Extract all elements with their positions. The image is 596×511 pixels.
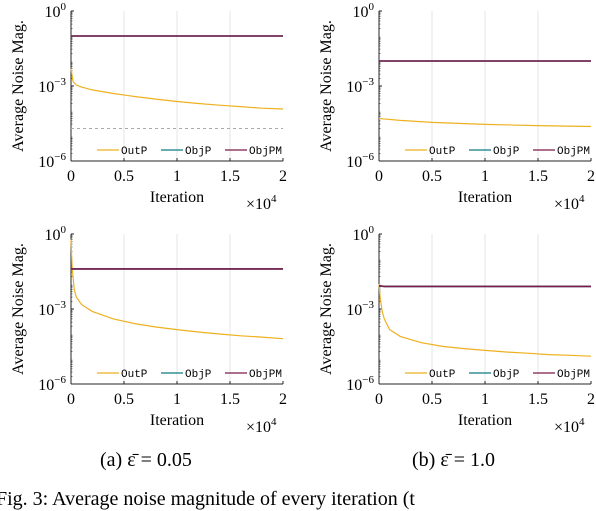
legend-label-outp: OutP bbox=[429, 146, 456, 158]
legend-label-objp: ObjP bbox=[493, 146, 520, 158]
series-line-outp bbox=[70, 68, 284, 110]
y-tick-label: 10−6 bbox=[38, 151, 66, 171]
x-axis-label: Iteration bbox=[458, 412, 512, 429]
legend-label-outp: OutP bbox=[121, 369, 148, 381]
chart-panel-bottom-right: 0 0.5 1 1.5 2 10−6 10−3 100 Iteration Average Noi… bbox=[318, 224, 595, 436]
subfigure-caption-a: (a) ε̄ = 0.05 bbox=[100, 449, 192, 471]
x-multiplier-label: ×104 bbox=[554, 416, 585, 436]
subfigure-caption-b: (b) ε̄ = 1.0 bbox=[412, 449, 495, 471]
legend-label-objp: ObjP bbox=[493, 369, 520, 381]
legend-label-objpm: ObjPM bbox=[557, 369, 590, 381]
legend-label-objp: ObjP bbox=[185, 146, 212, 158]
x-multiplier-label: ×104 bbox=[246, 193, 277, 213]
x-multiplier-label: ×104 bbox=[246, 416, 277, 436]
chart-panel-top-left: 0 0.5 1 1.5 2 10−6 10−3 100 Iteration Average Noi… bbox=[10, 1, 287, 213]
x-axis-label: Iteration bbox=[458, 189, 512, 206]
legend-label-objpm: ObjPM bbox=[249, 369, 282, 381]
x-tick-label: 1 bbox=[481, 391, 489, 408]
legend-label-objpm: ObjPM bbox=[249, 146, 282, 158]
y-tick-label: 100 bbox=[353, 224, 375, 244]
legend-label-outp: OutP bbox=[121, 146, 148, 158]
x-axis-label: Iteration bbox=[150, 189, 204, 206]
x-tick-label: 0.5 bbox=[114, 168, 134, 185]
series-line-objpm bbox=[378, 285, 591, 288]
legend-label-outp: OutP bbox=[429, 369, 456, 381]
y-tick-label: 10−3 bbox=[346, 76, 374, 96]
y-axis-label: Average Noise Mag. bbox=[318, 20, 335, 152]
x-tick-label: 0 bbox=[375, 391, 383, 408]
series-line-outp bbox=[378, 283, 592, 357]
chart-panel-bottom-left: 0 0.5 1 1.5 2 10−6 10−3 100 Iteration Average Noi… bbox=[10, 224, 287, 436]
y-tick-label: 10−6 bbox=[38, 374, 66, 394]
x-axis-label: Iteration bbox=[150, 412, 204, 429]
y-axis-label: Average Noise Mag. bbox=[10, 243, 27, 375]
y-tick-label: 100 bbox=[45, 224, 67, 244]
y-tick-label: 10−6 bbox=[346, 374, 374, 394]
x-tick-label: 1.5 bbox=[528, 168, 548, 185]
x-tick-label: 1.5 bbox=[528, 391, 548, 408]
x-multiplier-label: ×104 bbox=[554, 193, 585, 213]
legend-label-objp: ObjP bbox=[185, 369, 212, 381]
x-tick-label: 2 bbox=[279, 168, 287, 185]
x-tick-label: 1.5 bbox=[220, 391, 240, 408]
x-tick-label: 1 bbox=[481, 168, 489, 185]
series-line-outp bbox=[70, 239, 284, 340]
y-tick-label: 10−3 bbox=[38, 299, 66, 319]
x-tick-label: 2 bbox=[587, 391, 595, 408]
y-tick-label: 100 bbox=[353, 1, 375, 21]
y-tick-label: 10−6 bbox=[346, 151, 374, 171]
x-tick-label: 1 bbox=[173, 391, 181, 408]
x-tick-label: 2 bbox=[279, 391, 287, 408]
x-tick-label: 2 bbox=[587, 168, 595, 185]
legend-label-objpm: ObjPM bbox=[557, 146, 590, 158]
x-tick-label: 0 bbox=[67, 168, 75, 185]
x-tick-label: 1.5 bbox=[220, 168, 240, 185]
y-tick-label: 100 bbox=[45, 1, 67, 21]
y-tick-label: 10−3 bbox=[38, 76, 66, 96]
y-tick-label: 10−3 bbox=[346, 299, 374, 319]
y-axis-label: Average Noise Mag. bbox=[10, 20, 27, 152]
figure-caption: Fig. 3: Average noise magnitude of every… bbox=[0, 488, 415, 510]
x-tick-label: 0.5 bbox=[422, 391, 442, 408]
x-tick-label: 0 bbox=[375, 168, 383, 185]
x-tick-label: 1 bbox=[173, 168, 181, 185]
x-tick-label: 0 bbox=[67, 391, 75, 408]
y-axis-label: Average Noise Mag. bbox=[318, 243, 335, 375]
x-tick-label: 0.5 bbox=[422, 168, 442, 185]
x-tick-label: 0.5 bbox=[114, 391, 134, 408]
series-line-outp bbox=[378, 117, 592, 128]
chart-panel-top-right: 0 0.5 1 1.5 2 10−6 10−3 100 Iteration Average Noi… bbox=[318, 1, 595, 213]
